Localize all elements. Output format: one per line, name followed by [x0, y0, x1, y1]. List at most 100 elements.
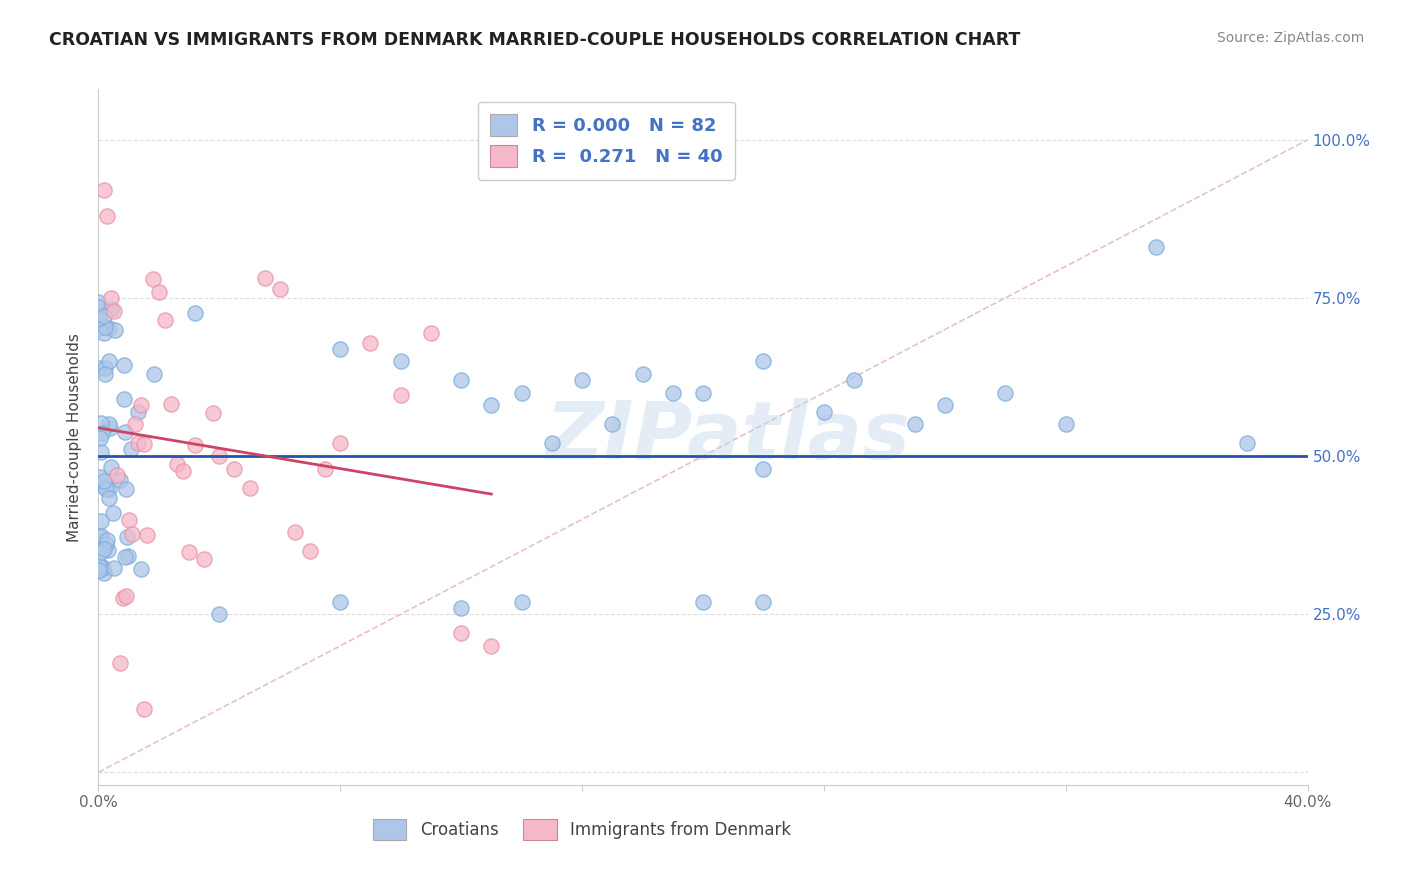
- Point: [127, 436, 149, 450]
- Point: [1236, 436, 1258, 450]
- Point: [692, 594, 714, 608]
- Point: [661, 385, 683, 400]
- Point: [100, 460, 122, 475]
- Point: [103, 560, 125, 574]
- Point: [148, 285, 170, 299]
- Point: [184, 437, 207, 451]
- Point: [329, 594, 352, 608]
- Point: [87, 300, 110, 314]
- Point: [94, 361, 117, 376]
- Point: [127, 405, 149, 419]
- Point: [90, 559, 112, 574]
- Point: [89, 530, 111, 544]
- Point: [117, 549, 139, 564]
- Point: [329, 342, 352, 356]
- Point: [100, 291, 122, 305]
- Point: [97, 321, 120, 335]
- Point: [93, 326, 115, 340]
- Point: [299, 544, 322, 558]
- Point: [93, 566, 115, 580]
- Point: [114, 482, 136, 496]
- Point: [153, 313, 176, 327]
- Point: [98, 421, 121, 435]
- Point: [450, 373, 472, 387]
- Point: [114, 589, 136, 603]
- Point: [97, 417, 120, 431]
- Point: [120, 442, 142, 456]
- Point: [101, 506, 124, 520]
- Point: [108, 473, 131, 487]
- Point: [87, 310, 110, 325]
- Point: [132, 702, 155, 716]
- Point: [87, 558, 110, 573]
- Point: [183, 305, 205, 319]
- Point: [87, 360, 110, 375]
- Point: [93, 309, 115, 323]
- Point: [329, 436, 352, 450]
- Point: [90, 545, 112, 559]
- Point: [93, 474, 115, 488]
- Point: [90, 416, 112, 430]
- Point: [93, 480, 115, 494]
- Point: [104, 322, 127, 336]
- Point: [692, 385, 714, 400]
- Point: [103, 303, 125, 318]
- Point: [96, 533, 118, 547]
- Point: [121, 527, 143, 541]
- Point: [160, 397, 183, 411]
- Point: [98, 491, 121, 505]
- Point: [117, 530, 139, 544]
- Point: [844, 373, 866, 387]
- Point: [132, 437, 155, 451]
- Point: [142, 367, 165, 381]
- Point: [142, 272, 165, 286]
- Point: [481, 639, 503, 653]
- Point: [269, 282, 291, 296]
- Point: [752, 594, 775, 608]
- Point: [602, 417, 624, 432]
- Point: [389, 354, 412, 368]
- Point: [179, 545, 201, 559]
- Point: [360, 335, 382, 350]
- Point: [631, 367, 654, 381]
- Point: [1144, 240, 1167, 254]
- Point: [100, 301, 122, 316]
- Point: [90, 426, 112, 441]
- Point: [93, 541, 115, 556]
- Point: [96, 209, 118, 223]
- Point: [571, 373, 593, 387]
- Point: [90, 445, 112, 459]
- Point: [540, 436, 562, 450]
- Text: ZIPatlas: ZIPatlas: [544, 398, 910, 476]
- Point: [97, 542, 120, 557]
- Point: [994, 385, 1017, 400]
- Point: [91, 560, 114, 574]
- Point: [208, 607, 231, 622]
- Point: [114, 549, 136, 564]
- Point: [87, 563, 110, 577]
- Text: CROATIAN VS IMMIGRANTS FROM DENMARK MARRIED-COUPLE HOUSEHOLDS CORRELATION CHART: CROATIAN VS IMMIGRANTS FROM DENMARK MARR…: [49, 31, 1021, 49]
- Point: [105, 467, 128, 482]
- Point: [253, 270, 276, 285]
- Point: [420, 326, 443, 340]
- Point: [752, 354, 775, 368]
- Point: [87, 295, 110, 310]
- Point: [510, 594, 533, 608]
- Point: [89, 431, 111, 445]
- Point: [481, 399, 503, 413]
- Point: [118, 513, 141, 527]
- Point: [93, 368, 115, 382]
- Point: [135, 528, 157, 542]
- Point: [129, 562, 152, 576]
- Point: [934, 399, 956, 413]
- Point: [94, 537, 117, 551]
- Point: [239, 481, 262, 495]
- Point: [98, 482, 121, 496]
- Point: [90, 528, 112, 542]
- Point: [111, 591, 134, 605]
- Point: [193, 552, 215, 566]
- Point: [98, 354, 121, 368]
- Point: [904, 417, 927, 432]
- Point: [224, 461, 246, 475]
- Point: [90, 515, 112, 529]
